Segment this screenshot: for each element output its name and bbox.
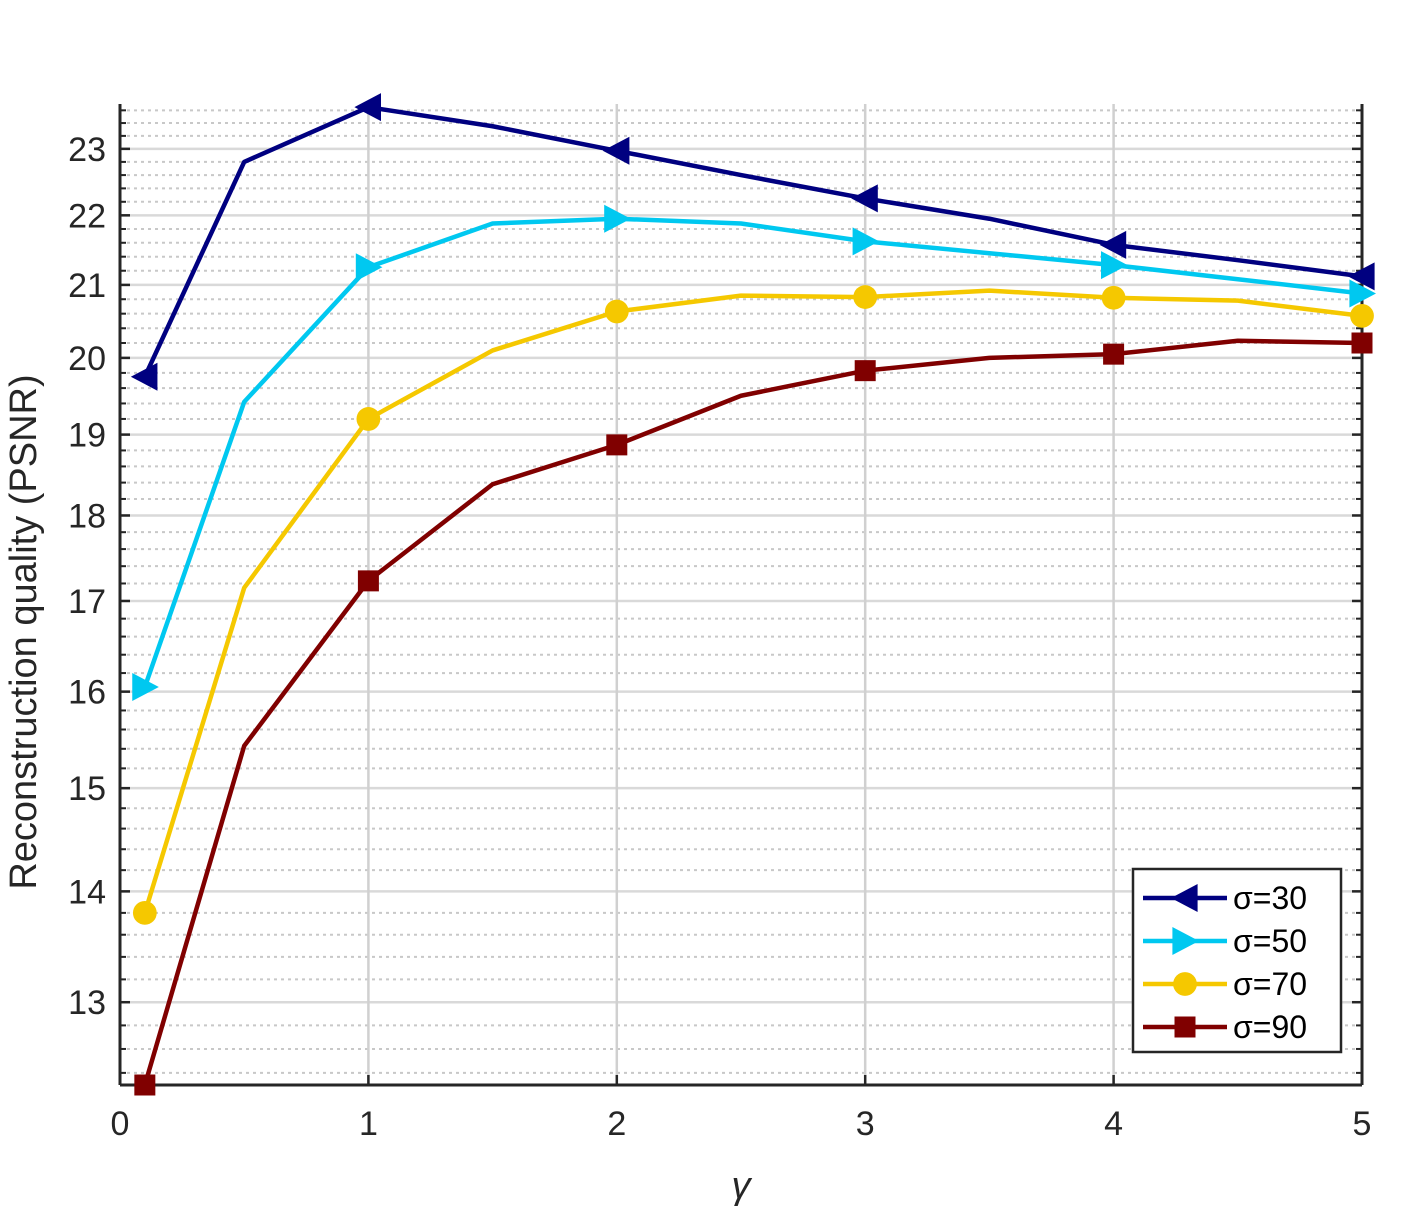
data-point-marker xyxy=(355,253,383,282)
data-point-marker xyxy=(357,570,379,592)
data-point-marker xyxy=(134,1074,156,1096)
y-tick-label: 20 xyxy=(68,340,106,378)
data-point-marker xyxy=(1101,251,1128,280)
series-1 xyxy=(132,204,1376,701)
data-point-marker xyxy=(132,900,157,925)
y-tick-label: 19 xyxy=(68,417,106,455)
legend-entry-3: σ=90 xyxy=(1143,1009,1307,1045)
data-point-marker xyxy=(1099,230,1127,259)
y-tick-label: 13 xyxy=(68,984,106,1022)
data-point-marker xyxy=(1101,285,1126,310)
legend-marker xyxy=(1173,972,1197,996)
series-line xyxy=(142,104,1363,378)
y-tick-label: 16 xyxy=(68,674,106,712)
legend-label: σ=70 xyxy=(1233,966,1307,1002)
data-point-marker xyxy=(852,227,880,256)
data-series xyxy=(130,93,1376,1096)
legend-entry-0: σ=30 xyxy=(1143,880,1307,916)
y-tick-label: 18 xyxy=(68,497,106,535)
data-point-marker xyxy=(132,672,159,701)
x-tick-label: 4 xyxy=(1104,1105,1123,1143)
axes xyxy=(118,104,1364,1087)
y-tick-label: 15 xyxy=(68,770,106,808)
legend-marker xyxy=(1172,927,1199,955)
data-point-marker xyxy=(854,360,876,382)
y-axis-label: Reconstruction quality (PSNR) xyxy=(3,374,45,889)
series-line xyxy=(142,338,1363,1086)
data-point-marker xyxy=(1351,332,1373,354)
x-axis-label: γ xyxy=(732,1165,753,1207)
data-point-marker xyxy=(1350,303,1374,328)
y-tick-label: 14 xyxy=(68,873,106,911)
x-tick-label: 2 xyxy=(607,1105,626,1143)
data-point-marker xyxy=(356,407,381,431)
x-tick-labels: 0 1 2 3 4 5 xyxy=(111,1105,1372,1143)
y-tick-label: 17 xyxy=(68,583,106,621)
x-tick-label: 0 xyxy=(111,1105,130,1143)
data-point-marker xyxy=(851,184,878,213)
x-tick-label: 5 xyxy=(1353,1105,1372,1143)
series-2 xyxy=(132,285,1374,925)
y-tick-label: 21 xyxy=(68,267,106,305)
data-point-marker xyxy=(604,204,631,233)
data-point-marker xyxy=(1349,279,1376,308)
x-tick-label: 3 xyxy=(856,1105,875,1143)
y-tick-labels: 13 14 15 16 17 18 19 20 21 22 23 xyxy=(68,131,106,1022)
data-point-marker xyxy=(1103,343,1125,365)
grid-lines xyxy=(120,104,1362,1085)
series-0 xyxy=(130,93,1375,391)
legend-entry-2: σ=70 xyxy=(1143,966,1307,1002)
data-point-marker xyxy=(1348,262,1375,291)
data-point-marker xyxy=(604,299,629,324)
legend-label: σ=90 xyxy=(1233,1009,1307,1045)
series-line xyxy=(142,216,1363,688)
legend-entry-1: σ=50 xyxy=(1143,923,1307,959)
data-point-marker xyxy=(853,285,878,309)
data-point-marker xyxy=(606,434,628,456)
y-tick-label: 23 xyxy=(68,131,106,169)
legend-label: σ=50 xyxy=(1233,923,1307,959)
legend-label: σ=30 xyxy=(1233,880,1307,916)
data-point-marker xyxy=(602,136,630,165)
data-point-marker xyxy=(354,93,381,122)
legend-marker xyxy=(1171,884,1198,912)
y-tick-label: 22 xyxy=(68,197,106,235)
series-3 xyxy=(134,332,1373,1096)
legend: σ=30 σ=50 σ=70 σ=90 xyxy=(1131,867,1343,1054)
legend-marker xyxy=(1174,1016,1196,1038)
data-point-marker xyxy=(130,362,158,391)
x-tick-label: 1 xyxy=(359,1105,378,1143)
series-line xyxy=(142,288,1363,914)
